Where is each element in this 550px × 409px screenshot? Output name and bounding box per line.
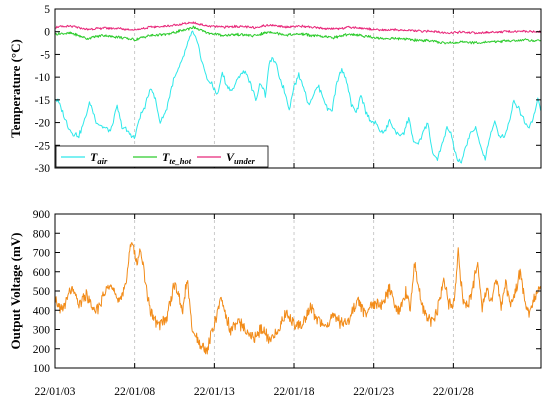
y-tick-label: -25 bbox=[35, 140, 51, 152]
y-axis-title: Output Voltage (mV) bbox=[8, 232, 23, 349]
legend-label-main: T bbox=[90, 150, 98, 164]
y-tick-label: 800 bbox=[33, 228, 51, 240]
y-axis-title: Temperature (°C) bbox=[8, 39, 23, 138]
y-tick-label: -30 bbox=[35, 163, 51, 175]
x-tick-label: 22/01/13 bbox=[194, 386, 235, 398]
plot-frame bbox=[54, 8, 542, 169]
x-tick-label: 22/01/03 bbox=[35, 386, 76, 398]
legend-label-main: T bbox=[162, 150, 170, 164]
series-line-v-under bbox=[55, 21, 541, 35]
output-voltage-chart: 900 800 700 600 500 400 300 200 100 Output Voltag… bbox=[8, 209, 542, 398]
y-tick-label: -5 bbox=[40, 49, 50, 61]
series-line-t-te-hot bbox=[55, 25, 541, 45]
legend-label: Tair bbox=[90, 150, 108, 166]
legend-box bbox=[55, 145, 269, 168]
legend-label-main: V bbox=[226, 150, 235, 164]
x-tick-label: 22/01/18 bbox=[274, 386, 315, 398]
legend: Tair Tte_hot Vunder bbox=[55, 145, 269, 168]
y-tick-label: 500 bbox=[33, 286, 51, 298]
y-tick-label: 200 bbox=[33, 344, 51, 356]
y-tick-label: 300 bbox=[33, 325, 51, 337]
x-tick-label: 22/01/23 bbox=[353, 386, 394, 398]
y-tick-label: 700 bbox=[33, 248, 51, 260]
y-tick-label: 600 bbox=[33, 267, 51, 279]
series-line-t-air bbox=[55, 30, 541, 164]
series-group bbox=[55, 242, 541, 355]
x-tick-label: 22/01/08 bbox=[114, 386, 155, 398]
y-tick-label: 100 bbox=[33, 363, 51, 375]
y-tick-label: -10 bbox=[35, 72, 51, 84]
y-tick-label: -15 bbox=[35, 95, 51, 107]
y-tick-label: 400 bbox=[33, 305, 51, 317]
legend-label: Vunder bbox=[226, 150, 255, 166]
legend-label-subscript: air bbox=[97, 156, 108, 166]
legend-label: Tte_hot bbox=[162, 150, 192, 166]
legend-label-subscript: under bbox=[234, 156, 255, 166]
series-group bbox=[55, 21, 541, 164]
series-line-output-voltage bbox=[55, 242, 541, 355]
x-tick-label: 22/01/28 bbox=[433, 386, 474, 398]
y-tick-label: 5 bbox=[44, 4, 50, 16]
y-tick-label: 900 bbox=[33, 209, 51, 221]
plot-frame bbox=[54, 213, 542, 369]
legend-label-subscript: te_hot bbox=[169, 156, 191, 166]
y-tick-label: 0 bbox=[44, 27, 50, 39]
y-tick-label: -20 bbox=[35, 118, 51, 130]
